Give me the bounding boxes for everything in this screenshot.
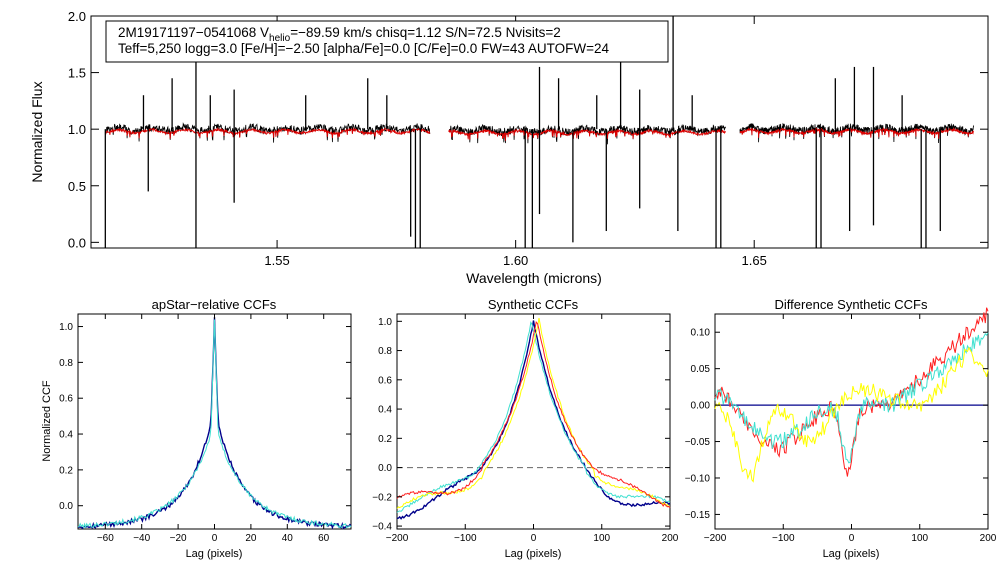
apstar-ccf-visit-1-line xyxy=(77,317,352,530)
y-tick-label: 0.00 xyxy=(691,401,711,412)
y-tick-label: 0.4 xyxy=(59,430,73,441)
apstar-ccf-ticks: −60 −40 −20 0 20 40 60 0.0 0.2 0.4 0.6 0.8 1.0 xyxy=(59,314,351,544)
x-tick-label: −20 xyxy=(170,533,187,544)
info-star-id: 2M19171197−0541068 xyxy=(118,25,256,40)
difference-ccf-red-line xyxy=(714,307,989,477)
y-tick-label: 0.6 xyxy=(378,375,392,386)
y-tick-label: 1.0 xyxy=(68,122,86,137)
x-tick-label: 0 xyxy=(531,533,537,544)
x-tick-label: 20 xyxy=(245,533,257,544)
x-tick-label: −100 xyxy=(772,533,795,544)
apstar-ccf-series xyxy=(77,317,352,530)
x-tick-label: 200 xyxy=(980,533,997,544)
synthetic-ccf-ticks: −200 −100 0 100 200 −0.4 −0.2 0.0 0.2 0.4 0.6 0.8 1.… xyxy=(372,314,679,544)
spectrum-series xyxy=(104,16,975,248)
y-tick-label: 0.5 xyxy=(68,179,86,194)
x-tick-label: −40 xyxy=(133,533,150,544)
y-tick-label: −0.05 xyxy=(685,437,711,448)
spectrum-frame xyxy=(90,15,989,249)
synthetic-ccf-series xyxy=(396,318,671,520)
x-tick-label: 100 xyxy=(911,533,928,544)
x-tick-label: 40 xyxy=(282,533,294,544)
difference-ccf-xlabel: Lag (pixels) xyxy=(823,548,880,560)
y-tick-label: 0.10 xyxy=(691,328,711,339)
spectrum-xlabel: Wavelength (microns) xyxy=(466,270,602,286)
x-tick-label: −60 xyxy=(97,533,114,544)
difference-ccf-ticks: −200 −100 0 100 200 −0.15 −0.10 −0.05 0.00 0.05 0.… xyxy=(685,314,997,544)
apstar-ccf-ylabel: Normalized CCF xyxy=(41,380,53,462)
apstar-ccf-panel: apStar−relative CCFs Lag (pixels) Normal… xyxy=(41,297,352,560)
synthetic-ccf-title: Synthetic CCFs xyxy=(488,297,579,312)
info-vhelio-label: V xyxy=(260,25,269,40)
info-line-2: Teff=5,250 logg=3.0 [Fe/H]=−2.50 [alpha/… xyxy=(118,41,610,56)
y-tick-label: 0.2 xyxy=(378,434,392,445)
spectrum-panel: 1.55 1.60 1.65 0.0 0.5 1.0 1.5 2.0 Wavelength (… xyxy=(29,9,989,286)
x-tick-label: −200 xyxy=(386,533,409,544)
difference-ccf-frame xyxy=(714,313,989,530)
synthetic-ccf-visit-2-line xyxy=(396,318,671,509)
spectrum-ylabel: Normalized Flux xyxy=(29,81,45,182)
x-tick-label: 200 xyxy=(662,533,679,544)
y-tick-label: 0.0 xyxy=(378,463,392,474)
synthetic-ccf-panel: Synthetic CCFs Lag (pixels) −200 −100 0 100… xyxy=(372,297,679,560)
y-tick-label: 0.6 xyxy=(59,394,73,405)
y-tick-label: 0.2 xyxy=(59,465,73,476)
x-tick-label: 1.55 xyxy=(264,253,289,268)
spectrum-model-line xyxy=(104,126,431,139)
apstar-ccf-xlabel: Lag (pixels) xyxy=(186,548,243,560)
x-tick-label: 1.60 xyxy=(503,253,528,268)
y-tick-label: 0.0 xyxy=(68,235,86,250)
difference-ccf-cyan-line xyxy=(714,332,989,464)
difference-ccf-series xyxy=(714,307,989,483)
x-tick-label: 0 xyxy=(212,533,218,544)
info-line-1-rest: =−89.59 km/s chisq=1.12 S/N=72.5 Nvisits… xyxy=(290,25,561,40)
x-tick-label: 0 xyxy=(849,533,855,544)
x-tick-label: −100 xyxy=(454,533,477,544)
y-tick-label: −0.4 xyxy=(372,522,392,533)
apstar-ccf-title: apStar−relative CCFs xyxy=(152,297,277,312)
apstar-ccf-visit-2-line xyxy=(77,319,352,529)
spectrum-observed-line xyxy=(448,123,726,145)
x-tick-label: 1.65 xyxy=(742,253,767,268)
synthetic-ccf-visit-1-line xyxy=(396,320,671,513)
y-tick-label: 0.4 xyxy=(378,405,392,416)
info-box-frame xyxy=(105,20,669,63)
y-tick-label: −0.2 xyxy=(372,492,392,503)
spectrum-observed-line xyxy=(104,122,431,143)
y-tick-label: −0.15 xyxy=(685,510,711,521)
difference-ccf-panel: Difference Synthetic CCFs Lag (pixels) −… xyxy=(685,297,997,560)
difference-ccf-title: Difference Synthetic CCFs xyxy=(775,297,928,312)
synthetic-ccf-xlabel: Lag (pixels) xyxy=(505,548,562,560)
info-line-1: 2M19171197−0541068 Vhelio=−89.59 km/s ch… xyxy=(118,25,561,44)
y-tick-label: −0.10 xyxy=(685,473,711,484)
spectrum-model-line xyxy=(739,127,974,139)
y-tick-label: 1.0 xyxy=(378,317,392,328)
info-box: 2M19171197−0541068 Vhelio=−89.59 km/s ch… xyxy=(105,20,669,63)
apstar-ccf-frame xyxy=(77,313,352,530)
y-tick-label: 0.0 xyxy=(59,501,73,512)
y-tick-label: 0.05 xyxy=(691,364,711,375)
y-tick-label: 2.0 xyxy=(68,9,86,24)
y-tick-label: 1.5 xyxy=(68,66,86,81)
difference-ccf-yellow-line xyxy=(714,346,989,483)
synthetic-ccf-model-line xyxy=(396,320,671,509)
y-tick-label: 0.8 xyxy=(59,358,73,369)
x-tick-label: 60 xyxy=(318,533,330,544)
y-tick-label: 1.0 xyxy=(59,322,73,333)
x-tick-label: −200 xyxy=(704,533,727,544)
info-vhelio-sub: helio xyxy=(269,33,291,44)
x-tick-label: 100 xyxy=(593,533,610,544)
spectrum-model-line xyxy=(448,128,727,141)
y-tick-label: 0.8 xyxy=(378,346,392,357)
spectrum-ticks: 1.55 1.60 1.65 0.0 0.5 1.0 1.5 2.0 xyxy=(68,9,988,268)
